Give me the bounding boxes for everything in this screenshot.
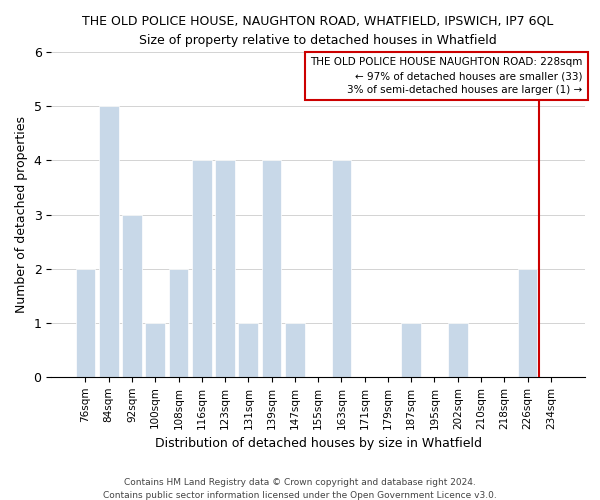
- Bar: [448, 322, 467, 377]
- X-axis label: Distribution of detached houses by size in Whatfield: Distribution of detached houses by size …: [155, 437, 482, 450]
- Bar: [169, 268, 188, 377]
- Y-axis label: Number of detached properties: Number of detached properties: [15, 116, 28, 313]
- Bar: [262, 160, 281, 377]
- Title: THE OLD POLICE HOUSE, NAUGHTON ROAD, WHATFIELD, IPSWICH, IP7 6QL
Size of propert: THE OLD POLICE HOUSE, NAUGHTON ROAD, WHA…: [82, 15, 554, 47]
- Bar: [518, 268, 538, 377]
- Bar: [285, 322, 305, 377]
- Bar: [215, 160, 235, 377]
- Text: THE OLD POLICE HOUSE NAUGHTON ROAD: 228sqm
← 97% of detached houses are smaller : THE OLD POLICE HOUSE NAUGHTON ROAD: 228s…: [310, 57, 583, 95]
- Bar: [76, 268, 95, 377]
- Bar: [99, 106, 119, 377]
- Bar: [401, 322, 421, 377]
- Bar: [145, 322, 165, 377]
- Bar: [332, 160, 352, 377]
- Bar: [238, 322, 258, 377]
- Bar: [192, 160, 212, 377]
- Text: Contains HM Land Registry data © Crown copyright and database right 2024.
Contai: Contains HM Land Registry data © Crown c…: [103, 478, 497, 500]
- Bar: [122, 214, 142, 377]
